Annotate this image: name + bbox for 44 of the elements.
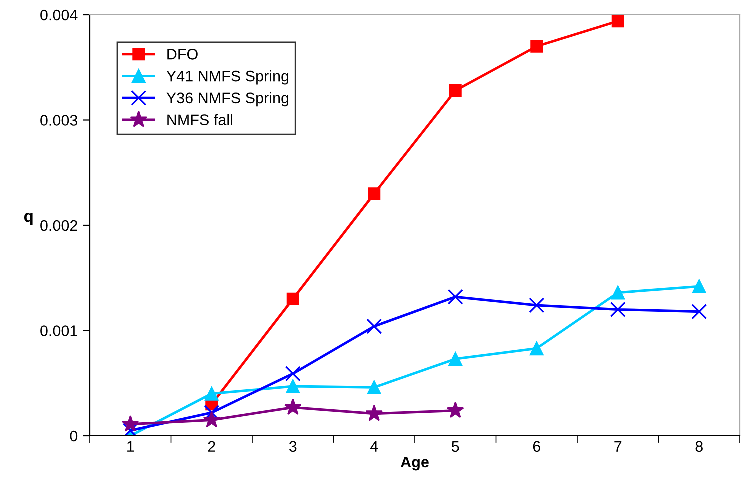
point	[368, 188, 381, 200]
legend-label: Y41 NMFS Spring	[166, 70, 289, 85]
point	[447, 402, 464, 418]
point	[204, 386, 219, 401]
point	[122, 422, 138, 436]
point	[122, 415, 140, 432]
y-tick-label: 0.003	[40, 115, 78, 126]
x-tick-label: 4	[370, 441, 378, 452]
y-tick-label: 0	[70, 430, 78, 442]
x-tick-label: 3	[289, 441, 297, 452]
x-tick-label: 8	[696, 441, 703, 452]
point	[448, 289, 464, 305]
y-tick-label: 0.004	[40, 10, 78, 21]
point	[285, 366, 301, 382]
point	[692, 280, 706, 294]
x-tick-label: 5	[452, 441, 460, 452]
y-tick-label: 0.002	[40, 220, 78, 232]
legend-label: Y36 NMFS Spring	[166, 92, 289, 107]
point	[366, 318, 382, 334]
point	[284, 398, 302, 416]
x-tick-label: 6	[533, 441, 540, 452]
legend-label: NMFS fall	[168, 114, 232, 126]
y-axis-title: q	[24, 213, 33, 226]
point	[530, 342, 544, 356]
point	[286, 380, 300, 394]
y-tick-label: 0.001	[40, 326, 78, 336]
x-axis-title: Age	[400, 456, 429, 471]
point	[692, 304, 708, 320]
point	[203, 411, 220, 428]
point	[286, 292, 300, 306]
point	[610, 302, 626, 318]
point	[612, 15, 624, 28]
x-tick-label: 7	[614, 441, 622, 452]
point	[449, 84, 462, 98]
point	[366, 404, 383, 422]
x-tick-label: 1	[128, 441, 134, 452]
point	[529, 298, 545, 314]
point	[448, 352, 463, 366]
point	[204, 405, 220, 421]
point	[367, 380, 382, 395]
x-tick-label: 2	[208, 441, 216, 452]
legend-label: DFO	[168, 49, 198, 60]
point	[530, 40, 544, 53]
point	[611, 286, 626, 300]
